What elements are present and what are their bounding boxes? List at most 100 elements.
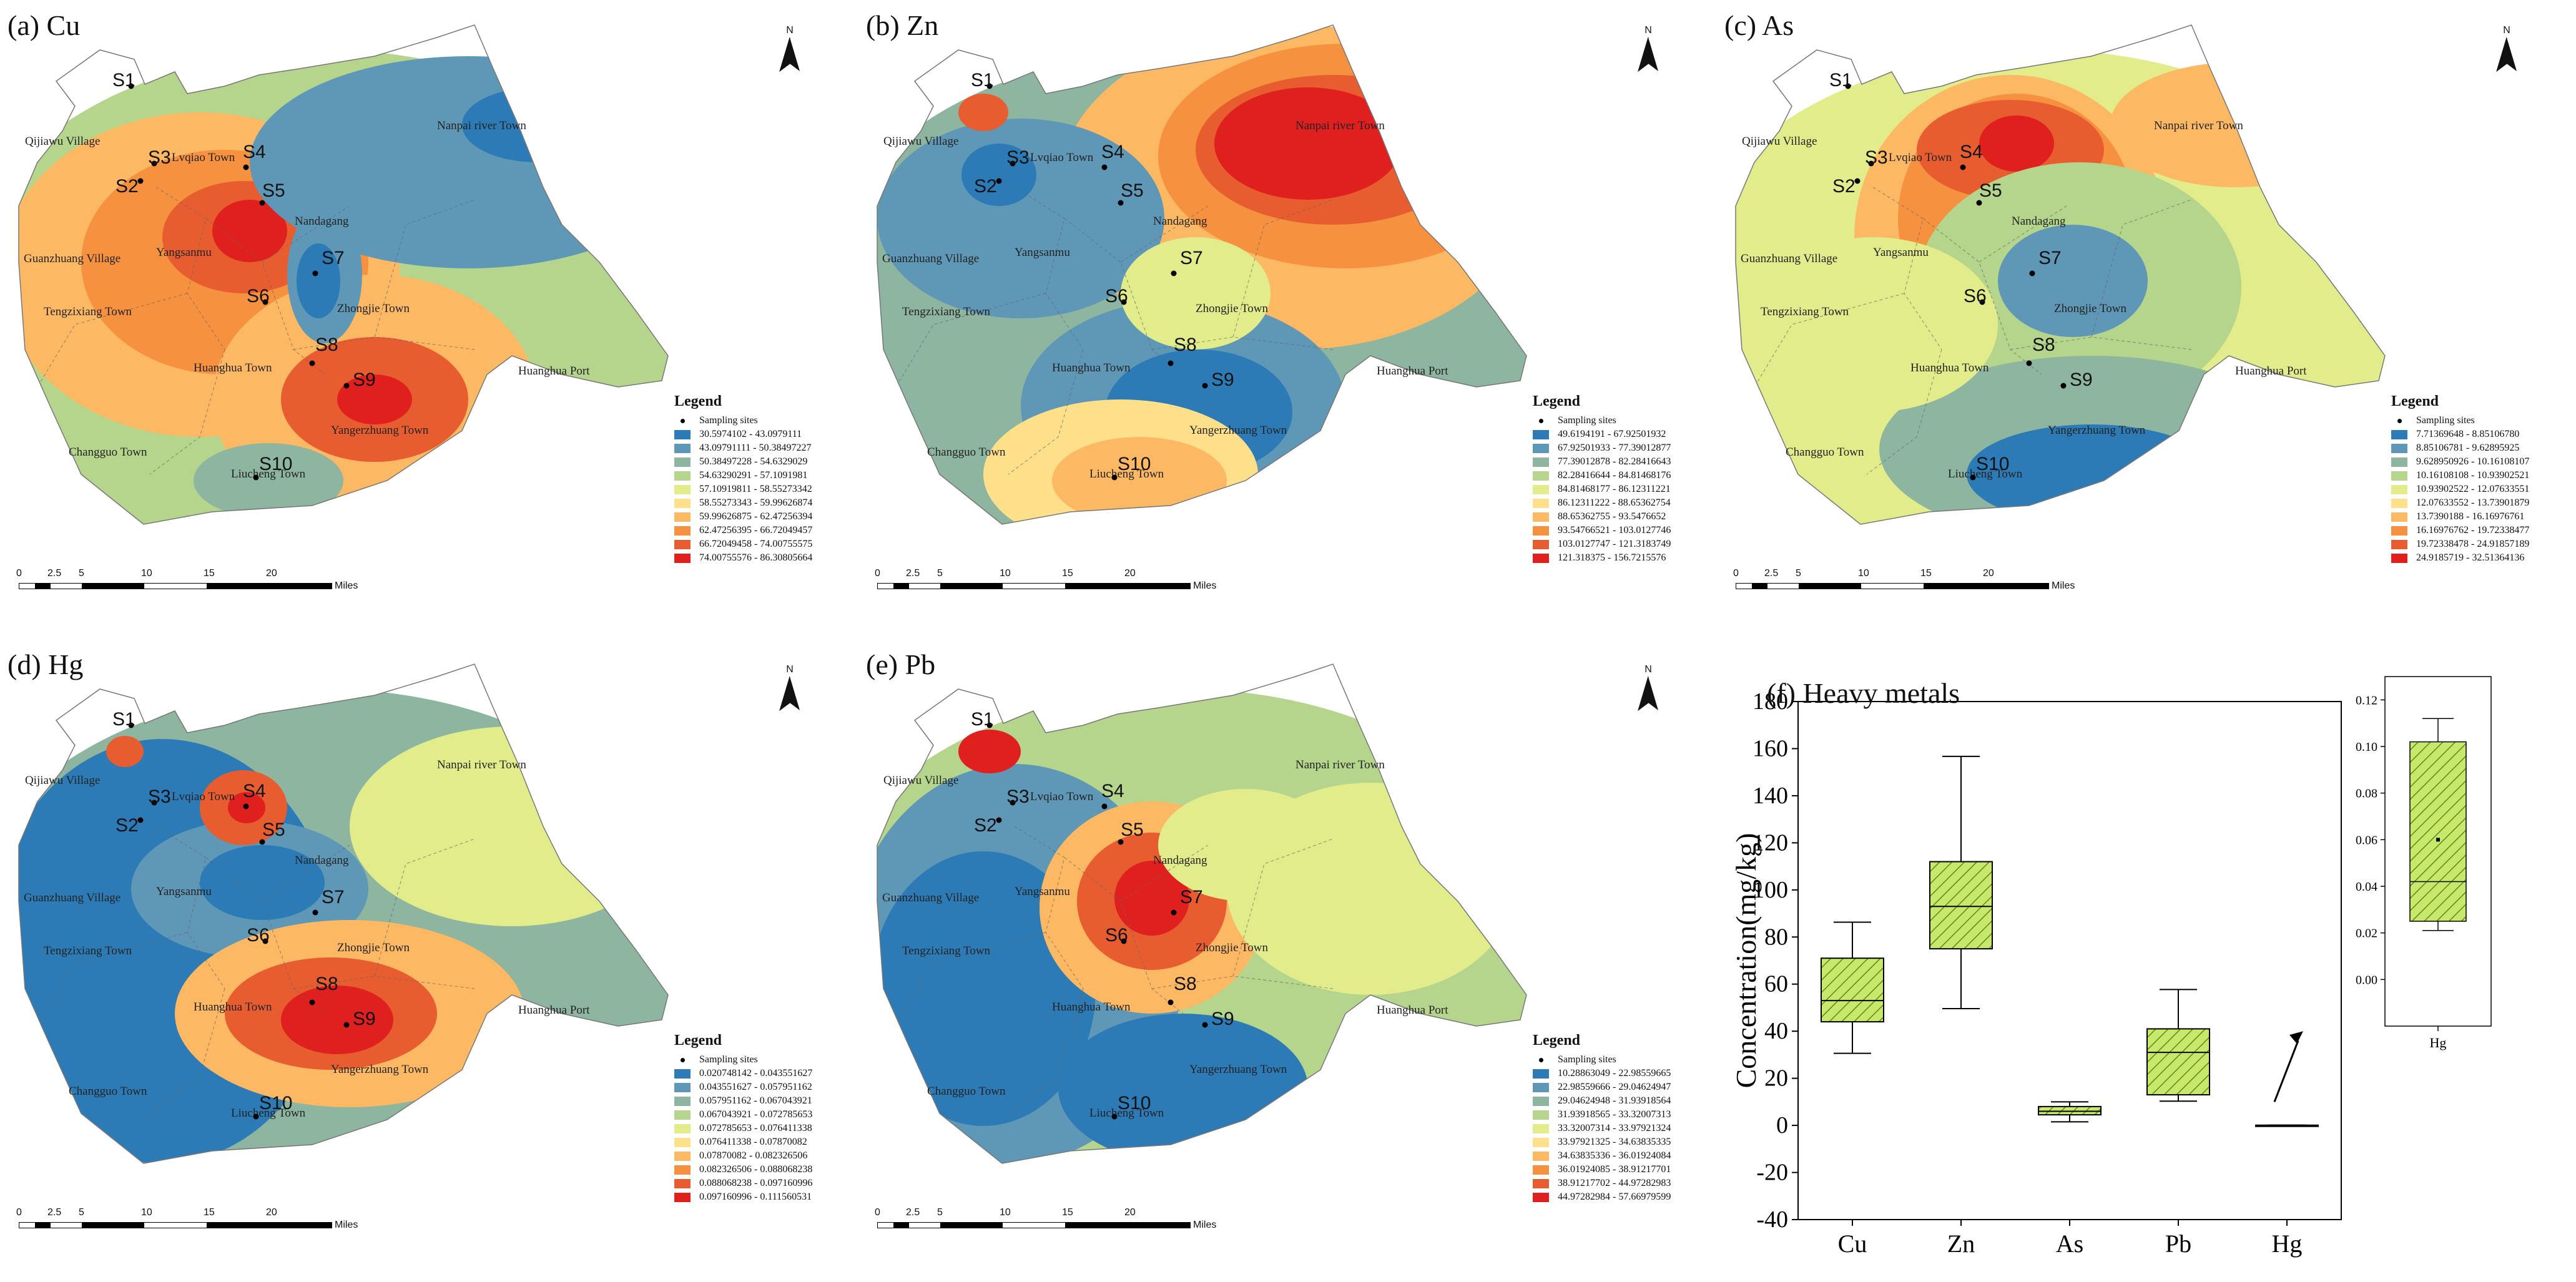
contour-zone xyxy=(200,845,325,920)
legend-label: 19.72338478 - 24.91857189 xyxy=(2416,539,2530,549)
place-label: Tengzixiang Town xyxy=(902,305,991,318)
place-label: Yangsanmu xyxy=(1015,246,1070,259)
legend: Legend Sampling sites 0.020748142 - 0.0435… xyxy=(674,1032,812,1204)
sampling-site-marker xyxy=(137,178,144,184)
sampling-site-marker xyxy=(151,800,157,806)
sampling-site-label: S2 xyxy=(116,815,139,836)
scale-tick: 15 xyxy=(1920,568,1932,579)
legend-swatch xyxy=(2391,471,2407,481)
place-label: Huanghua Town xyxy=(194,1001,272,1014)
legend-label: 33.97921325 - 34.63835335 xyxy=(1558,1137,1671,1147)
legend-swatch xyxy=(1533,1123,1549,1133)
contour-zone xyxy=(1121,237,1271,350)
sampling-site-label: S8 xyxy=(315,335,338,355)
north-arrow-icon xyxy=(779,37,800,72)
legend-label: 0.097160996 - 0.111560531 xyxy=(699,1191,812,1202)
sampling-site-label: S7 xyxy=(322,887,345,908)
map-pb: Qijiawu Village Lvqiao Town Nanpai river T… xyxy=(877,663,1527,1164)
study-area-boundary xyxy=(18,663,669,1164)
place-label: Lvqiao Town xyxy=(1030,790,1094,803)
contour-zone xyxy=(250,56,668,268)
legend-label: 12.07633552 - 13.73901879 xyxy=(2416,497,2530,508)
scale-bar: 0 2.5 5 10 15 20 Miles xyxy=(1733,568,2075,591)
sampling-site-label: S10 xyxy=(1976,454,2009,474)
map-as: Qijiawu Village Lvqiao Town Nanpai river T… xyxy=(1735,24,2386,525)
sampling-site-label: S8 xyxy=(1174,974,1197,994)
sampling-site-marker xyxy=(2060,383,2067,389)
sampling-site-marker xyxy=(986,722,993,728)
legend-label: 30.5974102 - 43.0979111 xyxy=(699,429,802,439)
scale-tick: 2.5 xyxy=(47,568,62,579)
sampling-site-marker xyxy=(343,383,350,389)
scale-tick: 5 xyxy=(1796,568,1801,579)
legend-label: 0.072785653 - 0.076411338 xyxy=(699,1123,812,1133)
sampling-site-label: S5 xyxy=(1121,180,1144,201)
legend-item: 10.93902522 - 12.07633551 xyxy=(2391,482,2529,496)
legend-title: Legend xyxy=(1533,1032,1581,1049)
x-tick-label: As xyxy=(2056,1230,2083,1258)
sampling-site-marker xyxy=(1171,909,1177,916)
legend-swatch xyxy=(674,457,691,467)
scale-tick: 20 xyxy=(266,568,277,579)
scale-tick: 2.5 xyxy=(1764,568,1779,579)
place-label: Nanpai river Town xyxy=(437,119,526,132)
legend-item-sites: Sampling sites xyxy=(2391,414,2529,428)
contour-zone xyxy=(958,94,1008,131)
sampling-site-marker xyxy=(1979,299,1985,305)
sampling-site-marker xyxy=(1868,160,1874,167)
sampling-site-marker xyxy=(1845,83,1851,89)
legend-item: 84.81468177 - 86.12311221 xyxy=(1533,482,1671,496)
legend-label: 50.38497228 - 54.6329029 xyxy=(699,456,808,467)
north-label: N xyxy=(786,25,794,36)
legend-label: Sampling sites xyxy=(1558,415,1616,426)
legend-swatch xyxy=(1533,1178,1549,1188)
site-dot-icon xyxy=(674,1055,691,1065)
place-label: Huanghua Town xyxy=(1052,1001,1131,1014)
legend-swatch xyxy=(1533,1082,1549,1092)
sampling-site-marker xyxy=(253,474,259,481)
legend-item: 54.63290291 - 57.1091981 xyxy=(674,469,812,482)
legend-label: 7.71369648 - 8.85106780 xyxy=(2416,429,2520,439)
y-tick-label: 180 xyxy=(1753,688,1788,715)
sampling-site-marker xyxy=(151,160,157,167)
sampling-site-marker xyxy=(243,803,249,810)
sampling-site-marker xyxy=(312,270,318,276)
legend-swatch xyxy=(674,1123,691,1133)
sampling-site-marker xyxy=(1121,299,1127,305)
legend-item: 0.076411338 - 0.07870082 xyxy=(674,1135,812,1149)
sampling-site-marker xyxy=(2029,270,2035,276)
sampling-site-label: S8 xyxy=(2032,335,2055,355)
scale-tick: 20 xyxy=(1983,568,1994,579)
place-label: Liucheng Town xyxy=(231,467,306,481)
y-tick-label: 20 xyxy=(1764,1065,1788,1092)
study-area-boundary xyxy=(877,663,1527,1164)
legend-item-sites: Sampling sites xyxy=(674,414,812,428)
legend-swatch xyxy=(2391,539,2407,549)
scale-bar: 0 2.5 5 10 15 20 Miles xyxy=(16,1207,358,1230)
legend: Legend Sampling sites 49.6194191 - 67.9250… xyxy=(1533,393,1671,565)
y-tick-label: 100 xyxy=(1753,877,1788,903)
interpolation-surface xyxy=(877,25,1526,524)
legend-swatch xyxy=(1533,457,1549,467)
legend-swatch xyxy=(674,1110,691,1120)
place-label: Tengzixiang Town xyxy=(44,944,132,957)
legend-item: 16.16976762 - 19.72338477 xyxy=(2391,524,2529,537)
place-label: Qijiawu Village xyxy=(25,774,100,787)
place-label: Changguo Town xyxy=(1786,446,1864,459)
sampling-site-label: S6 xyxy=(1105,286,1128,306)
legend-swatch xyxy=(1533,1096,1549,1106)
scale-tick: 0 xyxy=(1733,568,1739,579)
scale-tick: 0 xyxy=(875,1207,880,1218)
sampling-site-marker xyxy=(1970,474,1976,481)
north-label: N xyxy=(2503,25,2510,36)
inset-box-hg xyxy=(2409,741,2467,922)
place-label: Lvqiao Town xyxy=(172,790,235,803)
y-tick-label: 80 xyxy=(1764,924,1788,950)
sampling-site-marker xyxy=(243,164,249,170)
sampling-site-marker xyxy=(1118,200,1124,206)
legend-swatch xyxy=(1533,1110,1549,1120)
sampling-site-label: S9 xyxy=(2070,369,2093,390)
legend-item: 0.072785653 - 0.076411338 xyxy=(674,1122,812,1135)
legend-swatch xyxy=(2391,457,2407,467)
place-label: Yangsanmu xyxy=(156,246,212,259)
